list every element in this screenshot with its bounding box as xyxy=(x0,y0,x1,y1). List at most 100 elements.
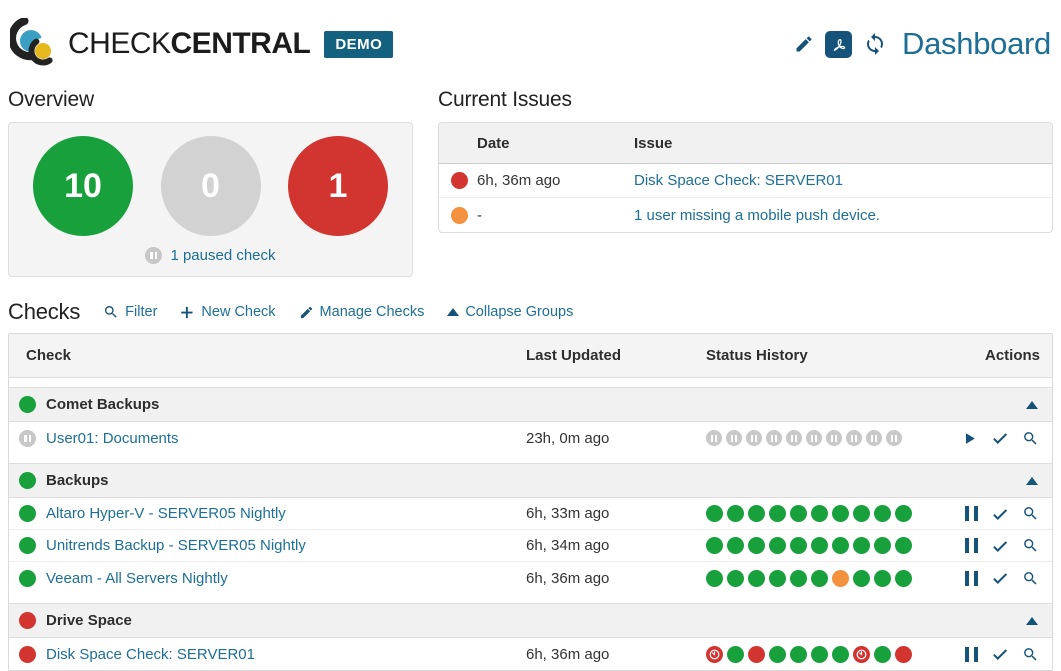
issue-link[interactable]: 1 user missing a mobile push device. xyxy=(634,206,880,224)
history-dot-success[interactable] xyxy=(874,569,891,587)
view-check-button[interactable] xyxy=(1022,537,1039,554)
collapse-group-icon[interactable] xyxy=(1026,400,1038,409)
check-link[interactable]: Unitrends Backup - SERVER05 Nightly xyxy=(46,537,306,554)
acknowledge-check-button[interactable] xyxy=(991,537,1009,555)
check-group-header[interactable]: Comet Backups xyxy=(9,387,1052,422)
history-dot-success[interactable] xyxy=(874,537,891,554)
history-dot-paused[interactable] xyxy=(766,430,782,446)
history-dot-danger[interactable] xyxy=(895,645,912,663)
view-check-button[interactable] xyxy=(1022,430,1039,447)
history-dot-success[interactable] xyxy=(706,537,723,554)
issue-row: - 1 user missing a mobile push device. xyxy=(439,198,1052,232)
history-dot-paused[interactable] xyxy=(746,430,762,446)
history-dot-success[interactable] xyxy=(874,505,891,522)
issue-link[interactable]: Disk Space Check: SERVER01 xyxy=(634,172,843,189)
check-link[interactable]: Disk Space Check: SERVER01 xyxy=(46,645,255,663)
history-dot-paused[interactable] xyxy=(706,430,722,446)
pause-check-button[interactable] xyxy=(965,570,978,586)
history-dot-paused[interactable] xyxy=(886,430,902,446)
history-dot-success[interactable] xyxy=(832,505,849,522)
history-dot-success[interactable] xyxy=(874,645,891,663)
collapse-groups-link[interactable]: Collapse Groups xyxy=(447,304,573,320)
check-link[interactable]: Veeam - All Servers Nightly xyxy=(46,569,228,587)
check-group-header[interactable]: Drive Space xyxy=(9,603,1052,638)
history-dot-success[interactable] xyxy=(727,537,744,554)
history-dot-danger-late[interactable] xyxy=(706,645,723,663)
collapse-group-icon[interactable] xyxy=(1026,616,1038,625)
edit-dashboard-button[interactable] xyxy=(794,34,814,54)
history-dot-paused[interactable] xyxy=(866,430,882,446)
history-dot-success[interactable] xyxy=(769,645,786,663)
history-dot-paused[interactable] xyxy=(806,430,822,446)
history-dot-success[interactable] xyxy=(727,645,744,663)
magnifier-icon xyxy=(1024,571,1037,585)
group-spacer xyxy=(9,378,1052,387)
history-dot-success[interactable] xyxy=(769,505,786,522)
view-check-button[interactable] xyxy=(1022,505,1039,522)
filter-checks-link[interactable]: Filter xyxy=(103,304,157,320)
pause-check-button[interactable] xyxy=(965,538,978,553)
history-dot-paused[interactable] xyxy=(826,430,842,446)
issue-row: 6h, 36m ago Disk Space Check: SERVER01 xyxy=(439,164,1052,198)
history-dot-success[interactable] xyxy=(769,537,786,554)
checks-heading: Checks xyxy=(8,299,81,324)
checkcentral-logo[interactable]: CHECKCENTRAL DEMO xyxy=(10,18,394,70)
history-dot-success[interactable] xyxy=(811,645,828,663)
history-dot-paused[interactable] xyxy=(846,430,862,446)
history-dot-success[interactable] xyxy=(769,569,786,587)
history-dot-success[interactable] xyxy=(895,505,912,522)
check-icon xyxy=(993,433,1008,444)
pause-check-button[interactable] xyxy=(965,646,978,662)
history-dot-success[interactable] xyxy=(832,537,849,554)
page-title: Dashboard xyxy=(902,26,1051,61)
history-dot-danger[interactable] xyxy=(748,645,765,663)
acknowledge-check-button[interactable] xyxy=(991,429,1009,447)
history-dot-success[interactable] xyxy=(706,505,723,522)
view-check-button[interactable] xyxy=(1022,646,1039,663)
acknowledge-check-button[interactable] xyxy=(991,645,1009,663)
manage-checks-link[interactable]: Manage Checks xyxy=(299,304,424,320)
history-dot-success[interactable] xyxy=(811,537,828,554)
history-dot-success[interactable] xyxy=(790,537,807,554)
resume-check-button[interactable] xyxy=(961,430,978,447)
history-dot-paused[interactable] xyxy=(786,430,802,446)
history-dot-success[interactable] xyxy=(853,569,870,587)
history-dot-success[interactable] xyxy=(811,505,828,522)
refresh-dashboard-button[interactable] xyxy=(863,32,887,56)
acknowledge-check-button[interactable] xyxy=(991,505,1009,523)
history-dot-success[interactable] xyxy=(748,505,765,522)
paused-checks-link[interactable]: 1 paused check xyxy=(145,247,276,264)
check-row: User01: Documents 23h, 0m ago xyxy=(9,422,1052,454)
history-dot-success[interactable] xyxy=(895,569,912,587)
new-check-link[interactable]: New Check xyxy=(180,304,276,320)
history-dot-success[interactable] xyxy=(895,537,912,554)
history-dot-warning[interactable] xyxy=(832,569,849,587)
history-dot-success[interactable] xyxy=(832,645,849,663)
history-dot-success[interactable] xyxy=(706,569,723,587)
warning-count-circle[interactable]: 0 xyxy=(160,136,261,236)
failure-count-circle[interactable]: 1 xyxy=(288,136,388,236)
history-dot-success[interactable] xyxy=(790,569,807,587)
history-dot-success[interactable] xyxy=(748,537,765,554)
history-dot-paused[interactable] xyxy=(726,430,742,446)
export-pdf-button[interactable] xyxy=(825,30,853,58)
view-check-button[interactable] xyxy=(1022,570,1039,587)
history-dot-success[interactable] xyxy=(790,645,807,663)
group-status-dot xyxy=(19,396,36,413)
acknowledge-check-button[interactable] xyxy=(991,569,1009,587)
history-dot-success[interactable] xyxy=(727,505,744,522)
history-dot-danger-late[interactable] xyxy=(853,645,870,663)
collapse-group-icon[interactable] xyxy=(1026,476,1038,485)
history-dot-success[interactable] xyxy=(790,505,807,522)
check-link[interactable]: User01: Documents xyxy=(46,429,179,447)
history-dot-success[interactable] xyxy=(727,569,744,587)
history-dot-success[interactable] xyxy=(853,505,870,522)
check-link[interactable]: Altaro Hyper-V - SERVER05 Nightly xyxy=(46,505,286,522)
check-status-dot xyxy=(19,429,36,447)
check-group-header[interactable]: Backups xyxy=(9,463,1052,498)
history-dot-success[interactable] xyxy=(748,569,765,587)
success-count-circle[interactable]: 10 xyxy=(33,136,133,236)
pause-check-button[interactable] xyxy=(965,506,978,521)
history-dot-success[interactable] xyxy=(853,537,870,554)
history-dot-success[interactable] xyxy=(811,569,828,587)
